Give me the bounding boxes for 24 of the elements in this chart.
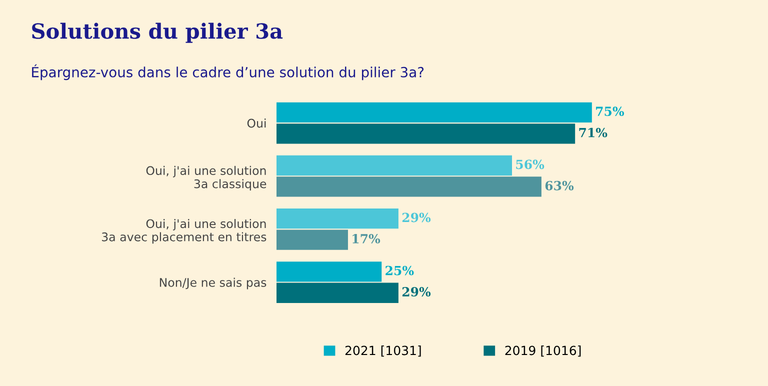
bar [276, 102, 592, 123]
bar [276, 155, 512, 176]
data-label: 63% [545, 180, 574, 190]
data-label: 29% [402, 212, 431, 222]
bar [276, 176, 542, 197]
bar [276, 208, 398, 229]
bar [276, 230, 348, 250]
data-label: 75% [596, 106, 624, 116]
y-tick-label: Non/Je ne sais pas [160, 278, 266, 290]
y-tick-label: Oui [247, 118, 266, 128]
legend-label: 2019 [1016] [505, 346, 581, 357]
chart-subtitle: Épargnez-vous dans le cadre d’une solution du pilier 3a? [32, 64, 424, 80]
chart-title: Solutions du pilier 3a [32, 22, 283, 43]
data-label: 29% [402, 287, 431, 297]
legend-label: 2021 [1031] [345, 346, 421, 357]
data-label: 25% [386, 266, 414, 276]
data-label: 71% [579, 128, 608, 138]
bar [276, 124, 576, 144]
bar [276, 262, 382, 282]
y-tick-label: Oui, j'ai une solution 3a avec placement en titres [102, 218, 266, 244]
data-label: 56% [516, 160, 544, 170]
y-tick-label: Oui, j'ai une solution 3a classique [146, 166, 266, 191]
data-label: 17% [352, 234, 380, 244]
bar [276, 282, 398, 303]
